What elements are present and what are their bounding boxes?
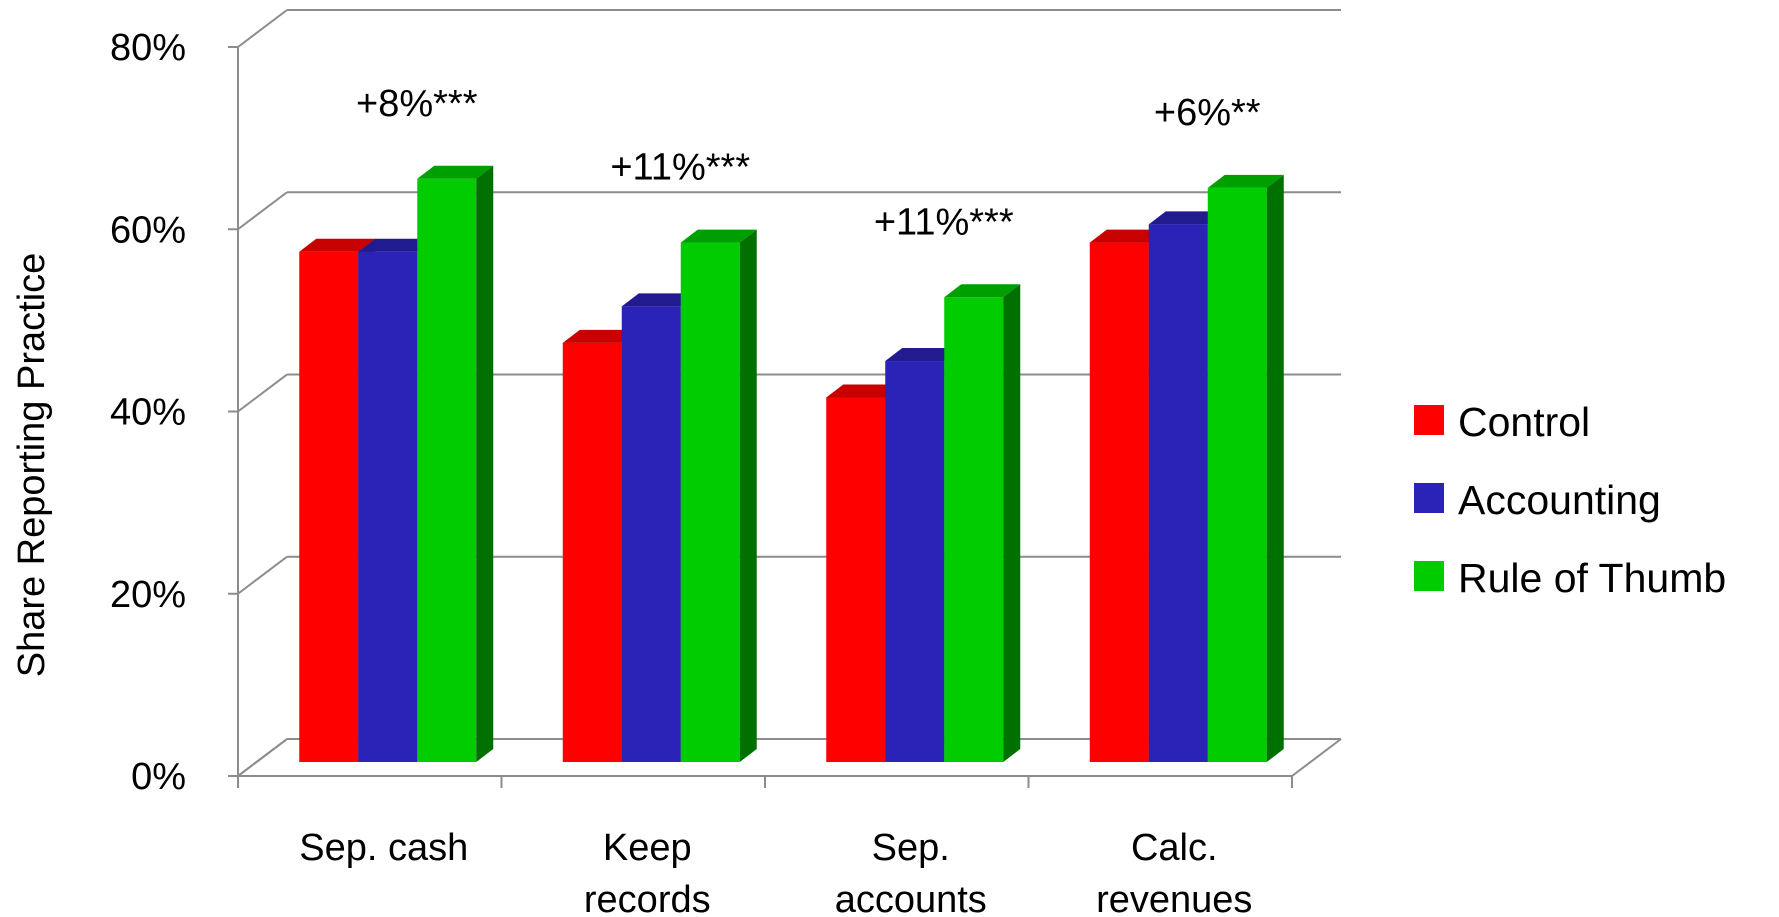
- annotation-label: +11%***: [874, 201, 1014, 243]
- bar-side: [476, 165, 494, 763]
- y-axis-ticks: 0% 20% 40% 60% 80%: [110, 27, 238, 798]
- gridline-diagonal: [237, 191, 288, 231]
- y-tick-label: 20%: [110, 574, 186, 616]
- legend-label: Accounting: [1458, 477, 1661, 523]
- x-tick-label: Calc.: [1131, 827, 1218, 869]
- bars: [299, 165, 1284, 763]
- annotation-label: +6%**: [1154, 92, 1261, 134]
- annotation-label: +11%***: [610, 147, 750, 189]
- legend-swatch: [1414, 561, 1444, 591]
- gridline-diagonal: [237, 555, 288, 595]
- bar-top: [358, 238, 435, 252]
- y-tick-label: 60%: [110, 209, 186, 251]
- bar-side: [1003, 284, 1021, 762]
- bar-top: [826, 384, 903, 398]
- legend-label: Control: [1458, 399, 1590, 445]
- bar-top: [1089, 229, 1166, 243]
- y-tick-label: 80%: [110, 27, 186, 69]
- y-axis-title: Share Reporting Practice: [11, 253, 53, 678]
- bar: [562, 342, 622, 762]
- floor-right-edge: [1291, 738, 1342, 777]
- x-tick-label: Sep.: [872, 827, 950, 869]
- legend: Control Accounting Rule of Thumb: [1414, 399, 1726, 601]
- bar-top: [562, 329, 639, 343]
- bar: [680, 242, 740, 762]
- legend-swatch: [1414, 405, 1444, 435]
- x-tick-label: revenues: [1096, 879, 1252, 917]
- gridline-diagonal: [237, 738, 288, 777]
- gridline-diagonal: [237, 373, 288, 413]
- x-tick-label: Keep: [603, 827, 692, 869]
- bar: [885, 361, 945, 762]
- x-axis-labels: Sep. cash Keep records Sep. accounts Calc. rev…: [299, 827, 1252, 917]
- bar-top: [680, 229, 757, 243]
- bar: [1207, 187, 1267, 763]
- bar: [826, 397, 886, 762]
- x-tick-label: Sep. cash: [299, 827, 468, 869]
- bar: [1148, 224, 1208, 763]
- bar: [417, 178, 477, 763]
- bar-top: [621, 293, 698, 307]
- y-tick-label: 0%: [131, 756, 186, 798]
- gridline-diagonal: [237, 9, 288, 48]
- bar-side: [739, 229, 757, 762]
- bar-top: [944, 284, 1021, 298]
- y-tick-label: 40%: [110, 392, 186, 434]
- annotation-label: +8%***: [356, 83, 478, 125]
- bar-side: [1266, 174, 1284, 763]
- bar-top: [417, 165, 494, 179]
- bar-top: [299, 238, 376, 252]
- bar: [358, 251, 418, 762]
- bar: [299, 251, 359, 762]
- bar: [944, 297, 1004, 762]
- x-tick-label: accounts: [835, 879, 987, 917]
- legend-swatch: [1414, 483, 1444, 513]
- bar-top: [1148, 211, 1225, 225]
- annotations: +8%*** +11%*** +11%*** +6%**: [356, 83, 1261, 243]
- bar: [1089, 242, 1149, 762]
- legend-label: Rule of Thumb: [1458, 555, 1726, 601]
- x-tick-label: records: [584, 879, 711, 917]
- bar-top: [1207, 174, 1284, 188]
- bar-top: [885, 348, 962, 362]
- bar: [621, 306, 681, 762]
